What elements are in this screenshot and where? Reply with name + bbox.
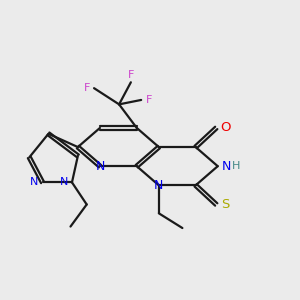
Text: F: F	[128, 70, 134, 80]
Text: N: N	[222, 160, 231, 173]
Text: O: O	[220, 122, 230, 134]
Text: F: F	[146, 95, 153, 105]
Text: S: S	[221, 198, 229, 211]
Text: N: N	[59, 177, 68, 188]
Text: H: H	[232, 161, 240, 171]
Text: N: N	[154, 179, 164, 192]
Text: N: N	[30, 177, 38, 188]
Text: N: N	[95, 160, 105, 173]
Text: F: F	[83, 83, 90, 93]
